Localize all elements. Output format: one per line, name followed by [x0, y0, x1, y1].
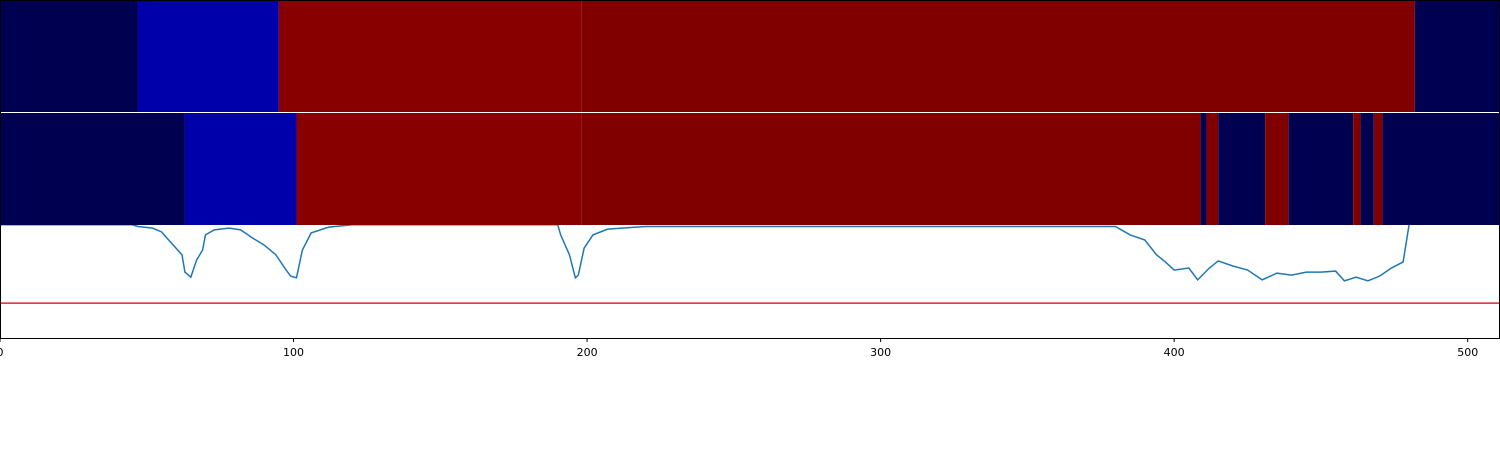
- band-segment: [1265, 113, 1289, 225]
- data-line: [0, 167, 1500, 282]
- band-segment: [296, 113, 582, 225]
- band-segment: [1382, 113, 1500, 225]
- x-tick-label: 300: [870, 346, 891, 359]
- band-segment: [581, 0, 1415, 112]
- band-segment: [137, 0, 279, 112]
- x-tick-label: 200: [577, 346, 598, 359]
- band-segment: [1218, 113, 1266, 225]
- band-segment: [1373, 113, 1383, 225]
- band-segment: [184, 113, 297, 225]
- band-segment: [1353, 113, 1361, 225]
- band-segment: [278, 0, 582, 112]
- x-tick-label: 500: [1457, 346, 1478, 359]
- band-segment: [1200, 113, 1207, 225]
- band-segment: [1414, 0, 1500, 112]
- band-segment: [1288, 113, 1354, 225]
- band-segment: [0, 113, 185, 225]
- band-segment: [0, 0, 138, 112]
- band-segment: [1206, 113, 1219, 225]
- x-tick-label: 0: [0, 346, 4, 359]
- band-segment: [1360, 113, 1374, 225]
- x-tick-label: 100: [283, 346, 304, 359]
- x-tick-label: 400: [1164, 346, 1185, 359]
- band-segment: [581, 113, 1201, 225]
